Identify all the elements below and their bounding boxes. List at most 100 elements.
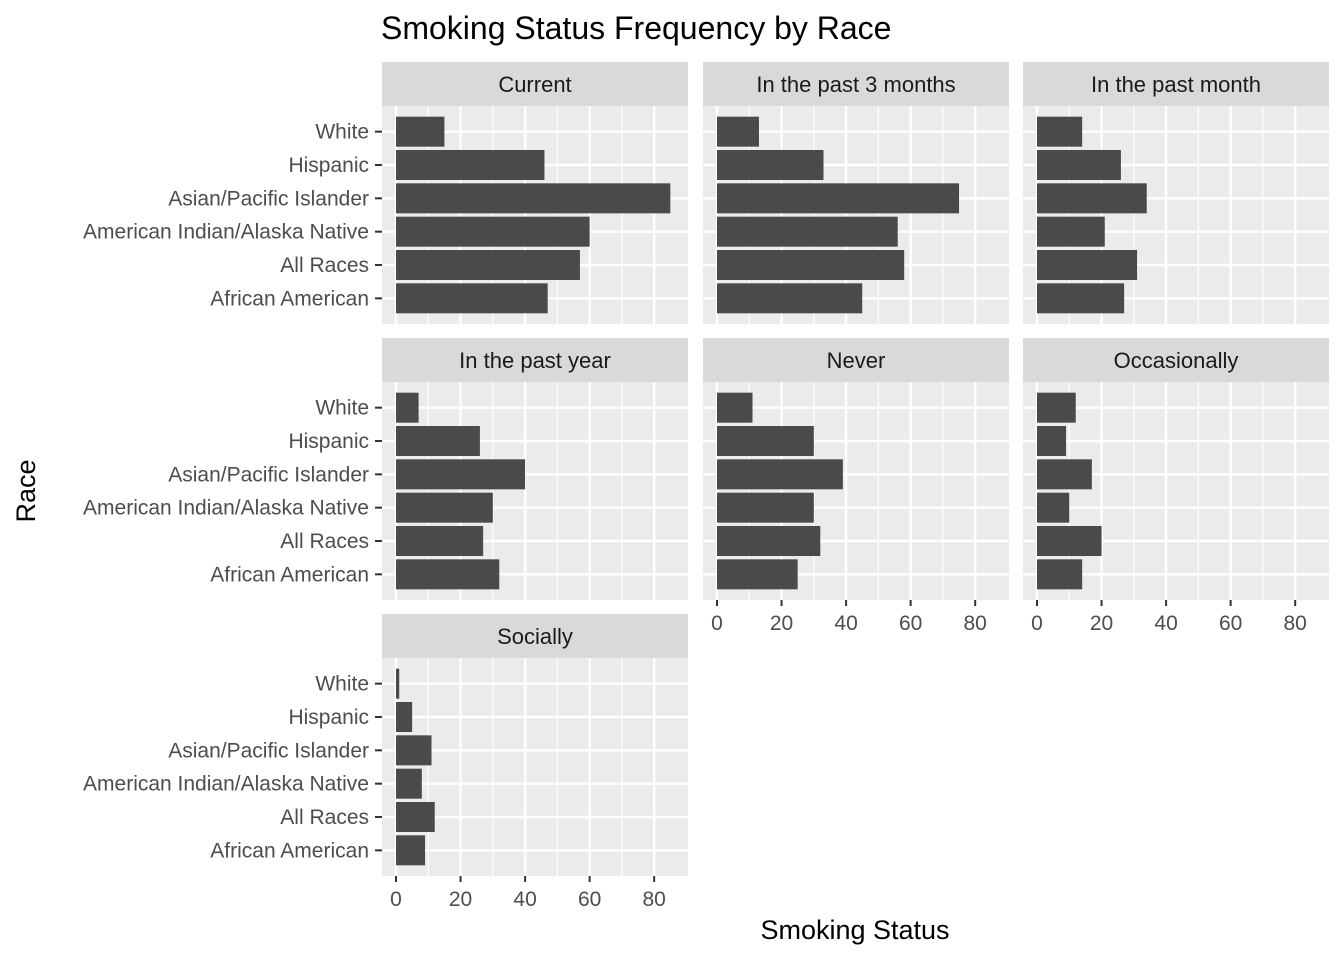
bar-in-the-past-year-african-american — [396, 559, 500, 590]
x-tick-label: 40 — [1154, 612, 1177, 635]
facet-in-the-past-month: In the past month — [1023, 62, 1329, 324]
bar-occasionally-white — [1037, 392, 1076, 423]
facet-strip-label: In the past 3 months — [756, 72, 955, 97]
bar-current-american-indian-alaska-native — [396, 216, 590, 247]
x-tick-label: 0 — [711, 612, 723, 635]
x-tick-label: 60 — [899, 612, 922, 635]
facet-strip-label: Socially — [497, 624, 573, 649]
bar-occasionally-all-races — [1037, 526, 1102, 556]
x-tick-label: 40 — [834, 612, 857, 635]
x-tick-label: 20 — [1090, 612, 1113, 635]
bar-in-the-past-3-months-hispanic — [717, 150, 824, 180]
facet-in-the-past-3-months: In the past 3 months — [703, 62, 1009, 324]
bar-socially-asian-pacific-islander — [396, 735, 432, 766]
y-tick-label: All Races — [280, 254, 369, 277]
facet-strip — [382, 614, 688, 658]
y-tick-label: American Indian/Alaska Native — [83, 773, 369, 796]
bar-in-the-past-3-months-all-races — [717, 250, 905, 280]
chart-title: Smoking Status Frequency by Race — [381, 10, 891, 46]
bar-in-the-past-month-american-indian-alaska-native — [1037, 216, 1105, 247]
y-tick-label: African American — [210, 839, 369, 862]
x-tick-label: 40 — [513, 888, 536, 911]
facet-never: Never 0 20 40 60 80 — [703, 338, 1009, 635]
facet-strip — [703, 62, 1009, 106]
bar-in-the-past-year-american-indian-alaska-native — [396, 492, 493, 523]
x-tick-label: 0 — [1031, 612, 1043, 635]
facet-strip — [703, 338, 1009, 382]
facet-strip — [1023, 62, 1329, 106]
facet-current: Current African American All Races American… — [83, 62, 688, 324]
bar-in-the-past-3-months-american-indian-alaska-native — [717, 216, 898, 247]
bar-in-the-past-3-months-african-american — [717, 283, 863, 314]
bar-current-hispanic — [396, 150, 545, 180]
bar-socially-all-races — [396, 802, 435, 832]
y-tick-label: American Indian/Alaska Native — [83, 221, 369, 244]
bar-never-asian-pacific-islander — [717, 459, 843, 490]
bar-current-african-american — [396, 283, 548, 314]
bar-in-the-past-month-asian-pacific-islander — [1037, 183, 1147, 214]
y-tick-label: Hispanic — [288, 706, 369, 729]
bar-socially-african-american — [396, 835, 426, 866]
bar-socially-hispanic — [396, 702, 413, 732]
bar-socially-american-indian-alaska-native — [396, 768, 422, 799]
panel-background — [382, 658, 688, 876]
bar-never-white — [717, 392, 753, 423]
x-tick-label: 80 — [1284, 612, 1307, 635]
y-axis-title: Race — [11, 459, 41, 522]
facet-strip — [1023, 338, 1329, 382]
facet-in-the-past-year: In the past year African American All Race… — [83, 338, 688, 600]
bar-in-the-past-year-all-races — [396, 526, 484, 556]
bar-in-the-past-month-hispanic — [1037, 150, 1121, 180]
y-tick-label: All Races — [280, 530, 369, 553]
facet-strip-label: Current — [498, 72, 571, 97]
y-tick-label: African American — [210, 563, 369, 586]
facet-strip-label: Occasionally — [1114, 348, 1239, 373]
bar-occasionally-african-american — [1037, 559, 1083, 590]
facet-strip-label: In the past month — [1091, 72, 1261, 97]
y-tick-label: Asian/Pacific Islander — [168, 187, 369, 210]
y-tick-label: Asian/Pacific Islander — [168, 463, 369, 486]
bar-occasionally-american-indian-alaska-native — [1037, 492, 1070, 523]
bar-occasionally-hispanic — [1037, 426, 1067, 456]
y-tick-label: White — [315, 673, 369, 696]
bar-never-african-american — [717, 559, 798, 590]
bar-never-american-indian-alaska-native — [717, 492, 814, 523]
bar-occasionally-asian-pacific-islander — [1037, 459, 1092, 490]
y-tick-label: Hispanic — [288, 154, 369, 177]
bar-never-all-races — [717, 526, 821, 556]
bar-current-white — [396, 116, 445, 147]
bar-in-the-past-month-all-races — [1037, 250, 1138, 280]
facet-socially: Socially African American All Races America… — [83, 614, 688, 911]
x-tick-label: 60 — [1219, 612, 1242, 635]
bar-in-the-past-month-african-american — [1037, 283, 1125, 314]
facet-strip-label: In the past year — [459, 348, 611, 373]
y-tick-label: African American — [210, 287, 369, 310]
y-tick-label: White — [315, 397, 369, 420]
facet-strip — [382, 62, 688, 106]
bar-in-the-past-year-white — [396, 392, 419, 423]
facet-occasionally: Occasionally 0 20 40 60 80 — [1023, 338, 1329, 635]
y-tick-label: Asian/Pacific Islander — [168, 739, 369, 762]
facet-strip-label: Never — [827, 348, 886, 373]
facet-strip — [382, 338, 688, 382]
y-tick-label: American Indian/Alaska Native — [83, 497, 369, 520]
bar-in-the-past-3-months-asian-pacific-islander — [717, 183, 960, 214]
bar-in-the-past-3-months-white — [717, 116, 759, 147]
x-tick-label: 80 — [964, 612, 987, 635]
bar-in-the-past-month-white — [1037, 116, 1083, 147]
bar-in-the-past-year-asian-pacific-islander — [396, 459, 526, 490]
y-tick-label: All Races — [280, 806, 369, 829]
bar-current-all-races — [396, 250, 580, 280]
x-tick-label: 20 — [770, 612, 793, 635]
facet-panels: Current African American All Races American… — [83, 62, 1329, 911]
bar-never-hispanic — [717, 426, 814, 456]
x-tick-label: 20 — [449, 888, 472, 911]
x-tick-label: 60 — [578, 888, 601, 911]
x-tick-label: 80 — [643, 888, 666, 911]
bar-socially-white — [396, 668, 400, 699]
bar-in-the-past-year-hispanic — [396, 426, 480, 456]
x-tick-label: 0 — [390, 888, 402, 911]
y-tick-label: White — [315, 121, 369, 144]
bar-current-asian-pacific-islander — [396, 183, 671, 214]
